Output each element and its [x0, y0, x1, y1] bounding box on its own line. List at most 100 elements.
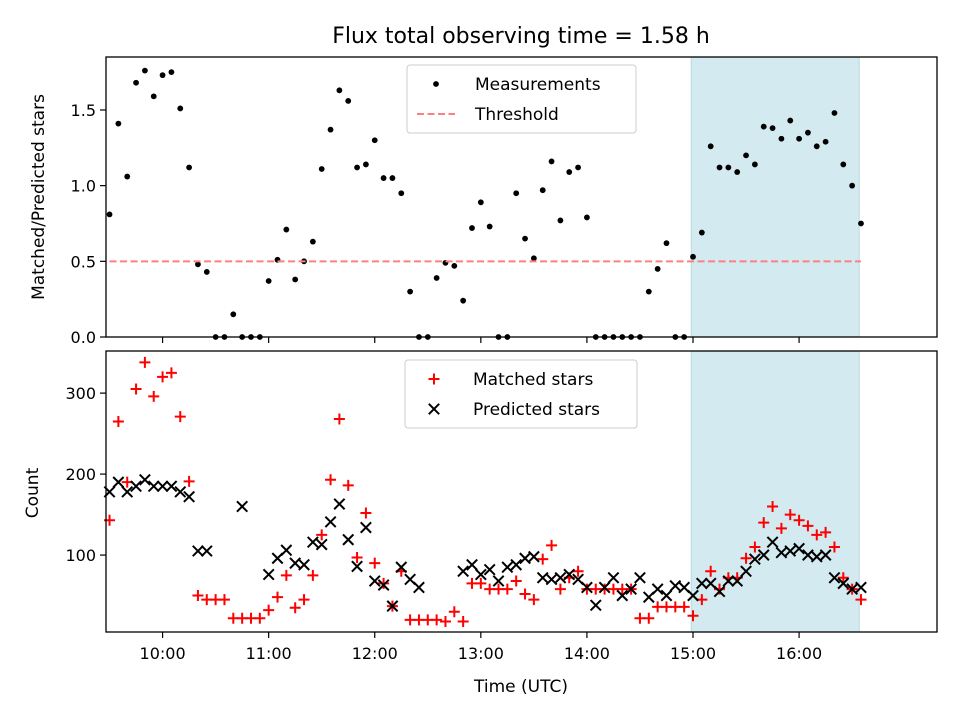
predicted-point	[846, 583, 859, 595]
matched-point	[351, 551, 363, 563]
matched-point	[546, 539, 558, 551]
matched-point	[528, 594, 540, 606]
measurement-point	[186, 164, 193, 171]
predicted-point	[748, 553, 761, 566]
figure-title: Flux total observing time = 1.58 h	[332, 24, 710, 49]
predicted-point	[200, 545, 213, 557]
legend-box	[406, 64, 637, 134]
predicted-point	[501, 561, 514, 574]
measurement-point	[557, 217, 564, 224]
predicted-point	[289, 557, 302, 570]
predicted-point	[510, 558, 523, 571]
predicted-point	[554, 571, 567, 584]
legend-label: Predicted stars	[473, 400, 600, 420]
measurement-point	[530, 255, 537, 262]
measurement-point	[309, 238, 316, 245]
x-tick-label: 15:00	[670, 644, 716, 663]
measurement-point	[371, 137, 378, 144]
predicted-point	[519, 552, 531, 565]
matched-point	[802, 520, 814, 532]
predicted-point	[581, 581, 593, 594]
legend-entry: Matched stars	[428, 370, 593, 390]
measurement-point	[769, 125, 776, 132]
measurement-point	[645, 288, 652, 295]
predicted-point	[165, 480, 178, 493]
predicted-point	[377, 579, 390, 591]
measurement-point	[398, 190, 405, 197]
predicted-point	[183, 490, 196, 503]
predicted-point	[138, 473, 151, 486]
matched-point	[767, 500, 779, 512]
measurement-point	[849, 182, 856, 189]
measurement-point	[690, 253, 696, 260]
predicted-point	[757, 549, 770, 561]
measurement-point	[203, 269, 210, 275]
y-tick-label: 1.5	[71, 101, 96, 120]
matched-point	[174, 411, 186, 423]
measurement-point	[796, 135, 802, 142]
measurement-point	[734, 169, 741, 175]
y-tick-label: 1.0	[71, 177, 96, 196]
matched-point	[758, 517, 770, 529]
top-ylabel: Matched/Predicted stars	[29, 94, 49, 300]
matched-point	[307, 569, 319, 581]
measurement-point	[522, 235, 528, 242]
matched-point	[828, 541, 840, 553]
measurement-point	[451, 262, 458, 269]
measurement-point	[584, 214, 590, 221]
y-tick-label: 0.5	[71, 252, 96, 271]
measurement-point	[168, 69, 175, 76]
predicted-point	[793, 542, 805, 555]
measurement-point	[354, 164, 360, 171]
matched-point	[316, 529, 328, 541]
matched-point	[820, 526, 832, 538]
top-legend: Measurements Threshold	[406, 64, 637, 134]
axes-frame	[105, 350, 938, 633]
measurement-point	[840, 161, 847, 168]
predicted-point	[351, 560, 363, 573]
matched-point	[130, 383, 142, 395]
predicted-point	[333, 498, 346, 510]
predicted-point	[810, 550, 823, 563]
matched-point	[510, 575, 522, 587]
predicted-point	[598, 581, 611, 594]
x-tick-label: 14:00	[564, 644, 610, 663]
x-tick-label: 16:00	[776, 644, 822, 663]
predicted-point	[395, 561, 408, 574]
predicted-point	[784, 545, 797, 557]
predicted-point	[855, 581, 867, 594]
predicted-point	[413, 581, 425, 594]
measurement-point	[318, 166, 325, 172]
measurement-point	[805, 129, 811, 136]
predicted-point	[722, 575, 735, 587]
measurement-point	[469, 225, 475, 231]
measurement-point	[460, 297, 467, 304]
matched-point	[749, 541, 761, 553]
measurement-point	[743, 152, 749, 159]
predicted-point	[527, 550, 540, 563]
measurement-point	[345, 97, 352, 104]
matched-point	[793, 514, 805, 526]
x-tick-label: 10:00	[140, 644, 186, 663]
matched-point	[360, 507, 372, 519]
predicted-point	[695, 577, 708, 590]
predicted-point	[766, 536, 779, 549]
predicted-point	[802, 549, 814, 561]
matched-point	[378, 577, 390, 589]
legend-entry: Measurements	[433, 75, 601, 95]
matched-point	[342, 479, 354, 491]
matched-point	[369, 557, 381, 569]
bottom-legend: Matched stars Predicted stars	[404, 359, 638, 429]
predicted-point	[492, 575, 505, 587]
measurement-point	[407, 288, 414, 295]
matched-point	[157, 371, 169, 383]
bottom-xlabel: Time (UTC)	[473, 677, 568, 697]
predicted-point	[625, 583, 638, 595]
predicted-point	[483, 563, 496, 576]
top-panel: 0.0 0.5 1.0 1.5 Matched/Predicted stars Mea…	[29, 56, 938, 347]
predicted-point	[324, 515, 337, 528]
measurement-point	[141, 67, 148, 74]
legend-entry: Predicted stars	[428, 400, 600, 420]
measurement-point	[133, 79, 139, 86]
legend-label: Threshold	[474, 105, 559, 125]
